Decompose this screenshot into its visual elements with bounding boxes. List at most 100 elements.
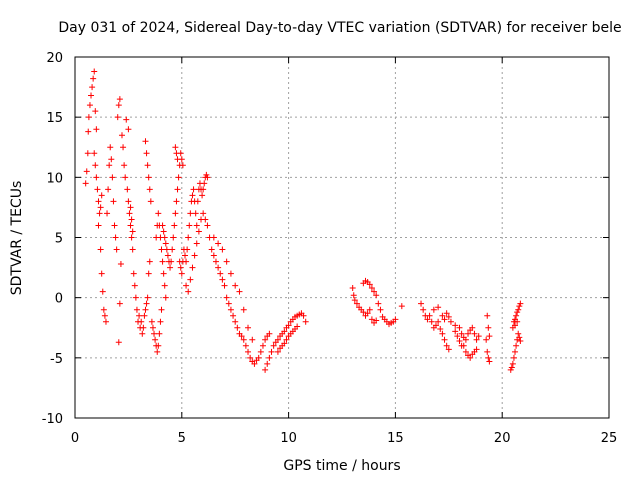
data-point [281, 328, 288, 335]
data-point [97, 204, 104, 211]
data-point [270, 342, 277, 349]
data-point [156, 330, 163, 337]
data-point [227, 270, 234, 277]
data-point [111, 222, 118, 229]
data-point [366, 306, 373, 313]
data-point [236, 288, 243, 295]
data-point [452, 328, 459, 335]
data-point [443, 310, 450, 317]
data-point [91, 68, 98, 75]
data-point [486, 333, 493, 340]
data-point [300, 312, 307, 319]
data-point [100, 306, 107, 313]
y-tick-label: 5 [55, 232, 63, 247]
data-point [129, 246, 136, 253]
data-point [115, 102, 122, 109]
data-point [517, 337, 524, 344]
data-point [82, 180, 89, 187]
data-point [101, 312, 108, 319]
data-point [373, 292, 380, 299]
data-point [430, 306, 437, 313]
data-point [122, 174, 129, 181]
data-point [161, 234, 168, 241]
data-point [147, 198, 154, 205]
data-point [200, 186, 207, 193]
data-point [182, 252, 189, 259]
data-point [85, 114, 92, 121]
data-point [86, 102, 93, 109]
data-point [368, 285, 375, 292]
data-point [154, 348, 161, 355]
data-point [145, 174, 152, 181]
data-point [458, 330, 465, 337]
data-point [510, 354, 517, 361]
data-point [187, 276, 194, 283]
data-point [192, 210, 199, 217]
data-point [143, 150, 150, 157]
data-point [138, 318, 145, 325]
y-tick-label: 0 [55, 292, 63, 307]
data-point [471, 330, 478, 337]
data-point [221, 282, 228, 289]
data-point [132, 294, 139, 301]
data-point [462, 336, 469, 343]
data-point [245, 324, 252, 331]
data-point [139, 330, 146, 337]
data-point [285, 322, 292, 329]
data-point [353, 300, 360, 307]
data-point [485, 354, 492, 361]
data-point [439, 312, 446, 319]
data-point [174, 156, 181, 163]
data-point [441, 336, 448, 343]
data-point [435, 304, 442, 311]
data-point [158, 246, 165, 253]
data-point [485, 324, 492, 331]
x-tick-label: 20 [494, 431, 511, 446]
data-point [116, 96, 123, 103]
data-point [366, 281, 373, 288]
data-point [234, 324, 241, 331]
data-point [94, 186, 101, 193]
data-point [173, 150, 180, 157]
data-point [116, 300, 123, 307]
data-point [302, 318, 309, 325]
data-point [146, 258, 153, 265]
data-point [268, 348, 275, 355]
x-tick-label: 0 [71, 431, 79, 446]
data-point [142, 306, 149, 313]
data-point [215, 240, 222, 247]
data-point [223, 294, 230, 301]
data-point [458, 342, 465, 349]
data-point [255, 354, 262, 361]
data-point [373, 317, 380, 324]
data-point [157, 318, 164, 325]
data-point [120, 144, 127, 151]
data-point [160, 228, 167, 235]
data-point [371, 288, 378, 295]
data-point [432, 322, 439, 329]
data-point [183, 258, 190, 265]
data-point [163, 246, 170, 253]
data-point [174, 186, 181, 193]
data-point [437, 325, 444, 332]
data-point [251, 360, 258, 367]
data-point [84, 150, 91, 157]
data-point [420, 306, 427, 313]
y-tick-label: 20 [46, 51, 63, 66]
data-point [142, 138, 149, 145]
data-point [175, 174, 182, 181]
data-point [484, 348, 491, 355]
data-point [112, 234, 119, 241]
data-point [456, 324, 463, 331]
data-point [515, 306, 522, 313]
data-point [475, 333, 482, 340]
data-point [191, 252, 198, 259]
data-point [189, 264, 196, 271]
data-point [124, 186, 131, 193]
data-point [125, 198, 132, 205]
data-point [232, 282, 239, 289]
data-point [128, 216, 135, 223]
data-point [89, 84, 96, 91]
data-point [240, 306, 247, 313]
data-point [360, 309, 367, 316]
